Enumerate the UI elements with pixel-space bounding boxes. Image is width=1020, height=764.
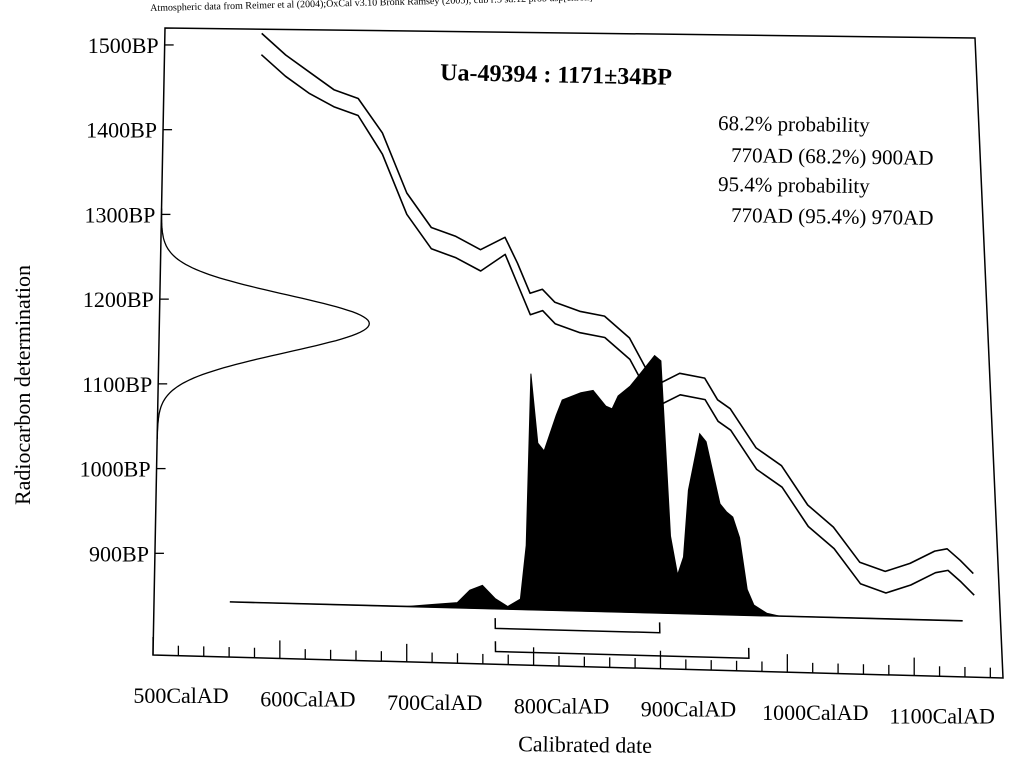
range-bracket (494, 641, 750, 659)
posterior-fill (229, 354, 963, 622)
x-tick-label: 600CalAD (260, 686, 355, 711)
y-tick-label: 1400BP (86, 118, 157, 143)
chart-text: Ua-49394 : 1171±34BP 68.2% probability 7… (10, 60, 934, 758)
calibration-curve-upper (261, 32, 974, 575)
y-axis-ticks: 1500BP 1400BP 1300BP 1200BP 1100BP 1000BP 900B… (80, 33, 174, 566)
y-tick-label: 1000BP (80, 457, 151, 482)
calibration-curve (260, 32, 975, 596)
chart-title: Ua-49394 : 1171±34BP (440, 60, 672, 91)
annotation-95-range: 770AD (95.4%) 970AD (731, 203, 934, 230)
calibration-curve-lower (260, 54, 975, 596)
x-tick-label: 900CalAD (641, 697, 736, 722)
y-tick-label: 1500BP (88, 33, 159, 58)
y-tick-label: 1100BP (82, 372, 152, 397)
annotation-95-heading: 95.4% probability (718, 172, 870, 198)
x-tick-label: 1000CalAD (762, 700, 868, 725)
x-axis-ticks: 500CalAD 600CalAD 700CalAD 800CalAD 900CalAD… (133, 637, 995, 729)
x-tick-label: 800CalAD (514, 693, 609, 718)
annotation-68-heading: 68.2% probability (718, 111, 870, 137)
posterior-distribution (229, 354, 963, 622)
y-axis-label: Radiocarbon determination (10, 265, 35, 505)
plot-border (152, 27, 1004, 679)
plot-frame (152, 27, 1004, 679)
range-brackets (494, 618, 750, 659)
x-axis-label: Calibrated date (518, 731, 652, 758)
y-tick-label: 1300BP (85, 202, 156, 227)
x-tick-label: 1100CalAD (889, 704, 995, 729)
y-tick-label: 1200BP (83, 287, 154, 312)
annotation-68-range: 770AD (68.2%) 900AD (731, 143, 934, 170)
x-tick-label: 700CalAD (387, 690, 482, 715)
posterior-baseline (229, 601, 963, 622)
y-tick-label: 900BP (89, 541, 149, 566)
x-tick-label: 500CalAD (133, 683, 228, 708)
range-bracket (494, 618, 661, 634)
measurement-gaussian (156, 208, 370, 439)
measurement-distribution (156, 208, 370, 439)
